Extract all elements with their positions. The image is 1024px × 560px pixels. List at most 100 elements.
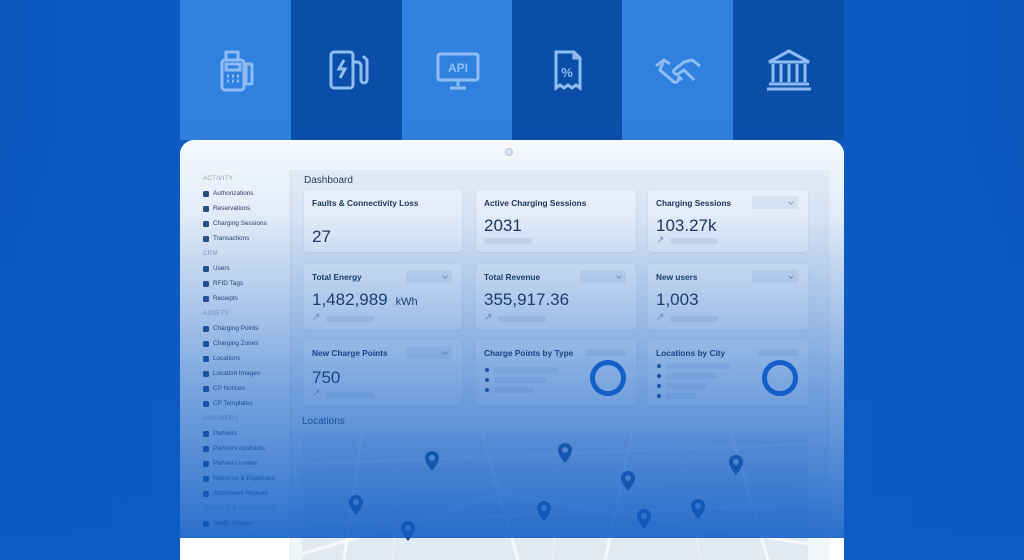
card-charging-sessions[interactable]: Charging Sessions 103.27k ↗ (648, 190, 808, 252)
contract-icon (203, 445, 209, 452)
trend-up-icon: ↗ (484, 312, 493, 323)
period-select[interactable] (580, 270, 626, 283)
locations-heading: Locations (302, 416, 345, 427)
card-active-sessions[interactable]: Active Charging Sessions 2031 (476, 190, 636, 252)
placeholder-bar (758, 350, 798, 356)
card-charge-points-by-type[interactable]: Charge Points by Type (476, 340, 636, 406)
card-label: Charging Sessions (656, 198, 732, 208)
tile-bank (733, 0, 844, 140)
sidebar-item-location-images[interactable]: Location Images (203, 370, 260, 377)
card-label: Active Charging Sessions (484, 198, 587, 208)
map-pin-icon[interactable] (424, 450, 440, 472)
period-select[interactable] (406, 346, 452, 359)
legend-dot (657, 384, 661, 388)
sidebar-item-tariffs-groups[interactable]: Tariffs Groups (203, 520, 253, 527)
tile-api: API (402, 0, 513, 140)
card-value: 1,482,989 (312, 290, 388, 309)
map-pin-icon[interactable] (400, 520, 416, 542)
sidebar-item-charging-sessions[interactable]: Charging Sessions (203, 220, 267, 227)
legend-dot (657, 374, 661, 378)
map-pin-icon[interactable] (348, 494, 364, 516)
tax-receipt-icon: % (554, 50, 581, 91)
legend-bar (494, 377, 546, 383)
legend-bar (494, 367, 558, 373)
trend-up-icon: ↗ (312, 312, 321, 323)
page-title: Dashboard (304, 175, 353, 186)
sidebar-item-reservations[interactable]: Reservations (203, 205, 250, 212)
legend-dot (485, 368, 489, 372)
revenue-icon (203, 475, 209, 482)
card-value: 355,917.36 (484, 290, 570, 309)
users-icon (203, 265, 209, 272)
webcam-icon (505, 148, 513, 156)
sidebar-item-partners-contracts[interactable]: Partners contracts (203, 445, 265, 452)
card-label: Faults & Connectivity Loss (312, 198, 419, 208)
map-pin-icon[interactable] (728, 454, 744, 476)
svg-text:%: % (561, 65, 573, 80)
card-new-charge-points[interactable]: New Charge Points 750 ↗ (304, 340, 462, 406)
sidebar-item-authorizations[interactable]: Authorizations (203, 190, 254, 197)
bolt-icon (203, 220, 209, 227)
payment-terminal-icon (220, 50, 253, 92)
map-pin-icon[interactable] (536, 500, 552, 522)
period-select[interactable] (752, 270, 798, 283)
sidebar-item-transactions[interactable]: Transactions (203, 235, 249, 242)
period-select[interactable] (752, 196, 798, 209)
card-label: New users (656, 272, 698, 282)
api-monitor-icon: API (436, 52, 479, 90)
sidebar-item-receipts[interactable]: Receipts (203, 295, 238, 302)
partner-icon (203, 430, 209, 437)
map-pin-icon[interactable] (636, 508, 652, 530)
pin-icon (203, 340, 209, 347)
rfid-icon (203, 280, 209, 287)
calendar-icon (203, 205, 209, 212)
map-pin-icon[interactable] (620, 470, 636, 492)
tile-handshake (622, 0, 733, 140)
sidebar-item-users[interactable]: Users (203, 265, 230, 272)
sidebar-item-locations[interactable]: Locations (203, 355, 240, 362)
bank-icon (766, 49, 811, 91)
card-total-energy[interactable]: Total Energy 1,482,989 kWh ↗ (304, 264, 462, 330)
map-pin-icon[interactable] (690, 498, 706, 520)
placeholder-bar (670, 316, 718, 322)
sidebar-item-cp-notices[interactable]: CP Notices (203, 385, 245, 392)
sidebar-item-revenue-expenses[interactable]: Revenue & Expenses (203, 475, 274, 482)
card-total-revenue[interactable]: Total Revenue 355,917.36 ↗ (476, 264, 636, 330)
sidebar-item-cp-templates[interactable]: CP Templates (203, 400, 253, 407)
card-value: 103.27k (656, 216, 717, 235)
tariff-icon (203, 520, 209, 527)
laptop-frame: ACTIVITY Authorizations Reservations Cha… (180, 140, 844, 560)
locations-map[interactable] (302, 434, 808, 560)
legend-dot (657, 394, 661, 398)
report-icon (203, 490, 209, 497)
legend-bar (666, 363, 730, 369)
lock-icon (203, 190, 209, 197)
sidebar-section-crm: CRM (203, 251, 218, 257)
card-locations-by-city[interactable]: Locations by City (648, 340, 808, 406)
map-pin-icon[interactable] (557, 442, 573, 464)
map-roads (302, 434, 808, 560)
sidebar-item-settlement-reports[interactable]: Settlement Reports (203, 490, 268, 497)
transfer-icon (203, 235, 209, 242)
card-label: Total Revenue (484, 272, 541, 282)
tile-payment-terminal (180, 0, 291, 140)
legend-dot (485, 388, 489, 392)
sidebar-item-charging-zones[interactable]: Charging Zones (203, 340, 258, 347)
legend-dot (485, 378, 489, 382)
card-faults[interactable]: Faults & Connectivity Loss 27 (304, 190, 462, 252)
sidebar-item-partners[interactable]: Partners (203, 430, 237, 437)
legend-dot (657, 364, 661, 368)
ev-charger-icon (329, 50, 368, 90)
card-label: Locations by City (656, 348, 726, 358)
card-label: Total Energy (312, 272, 362, 282)
sidebar-section-partners: PARTNERS (203, 416, 239, 422)
sidebar-item-charging-points[interactable]: Charging Points (203, 325, 258, 332)
sidebar-item-rfid-tags[interactable]: RFID Tags (203, 280, 243, 287)
sidebar: ACTIVITY Authorizations Reservations Cha… (194, 170, 291, 560)
legend-bar (494, 387, 534, 393)
card-label: New Charge Points (312, 348, 388, 358)
period-select[interactable] (406, 270, 452, 283)
template-icon (203, 400, 209, 407)
sidebar-item-partners-invites[interactable]: Partners invites (203, 460, 257, 467)
card-new-users[interactable]: New users 1,003 ↗ (648, 264, 808, 330)
